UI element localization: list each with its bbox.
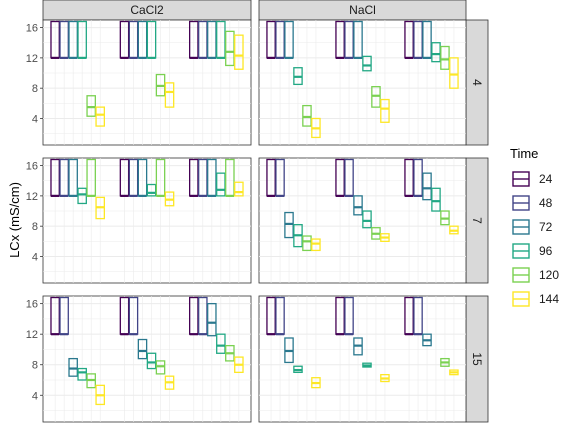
box-CaCl2-4-g3-t144 xyxy=(234,34,244,70)
box-NaCl-4-g3-t120 xyxy=(440,45,450,70)
box-CaCl2-15-g2-t120 xyxy=(155,360,166,375)
y-tick-label: 4 xyxy=(32,390,38,402)
legend-label-72: 72 xyxy=(539,220,553,234)
box-CaCl2-15-g1-t72 xyxy=(68,357,78,377)
facet-strip-label: CaCl2 xyxy=(130,3,164,17)
box-NaCl-7-g3-t96 xyxy=(431,187,441,212)
y-tick-label: 4 xyxy=(32,113,38,125)
box-NaCl-7-g3-t72 xyxy=(422,172,432,201)
facet-strip-label: 4 xyxy=(470,79,484,86)
facet-strip-label: 7 xyxy=(470,217,484,224)
y-tick-label: 16 xyxy=(26,299,38,311)
y-tick-label: 4 xyxy=(32,251,38,263)
y-tick-label: 16 xyxy=(26,161,38,173)
box-CaCl2-15-g2-t72 xyxy=(137,338,148,360)
panel-background xyxy=(258,295,467,423)
y-tick-label: 12 xyxy=(26,191,38,203)
box-NaCl-7-g2-t72 xyxy=(353,195,363,216)
box-CaCl2-7-g3-t96 xyxy=(216,172,226,197)
legend: Time 24 48 72 96 120 144 xyxy=(510,146,559,307)
box-NaCl-7-g1-t72 xyxy=(284,211,294,239)
box-NaCl-4-g3-t96 xyxy=(431,42,441,63)
box-NaCl-4-g1-t120 xyxy=(302,104,312,127)
y-tick-label: 8 xyxy=(32,83,38,95)
y-tick-label: 8 xyxy=(32,360,38,372)
y-tick-label: 16 xyxy=(26,23,38,35)
y-tick-label: 12 xyxy=(26,329,38,341)
box-NaCl-7-g1-t120 xyxy=(302,235,312,252)
box-NaCl-4-g3-t144 xyxy=(449,57,459,89)
box-NaCl-4-g2-t96 xyxy=(362,55,372,72)
facet-strip-label: NaCl xyxy=(349,3,376,17)
box-CaCl2-15-g3-t96 xyxy=(216,333,226,354)
box-CaCl2-7-g2-t96 xyxy=(146,183,157,197)
legend-label-96: 96 xyxy=(539,244,553,258)
box-CaCl2-4-g1-t144 xyxy=(95,106,105,127)
box-NaCl-4-g2-t144 xyxy=(380,98,390,123)
box-CaCl2-15-g3-t72 xyxy=(207,302,217,337)
y-tick-label: 8 xyxy=(32,221,38,233)
box-CaCl2-4-g1-t120 xyxy=(86,95,96,117)
box-NaCl-7-g2-t96 xyxy=(362,210,372,229)
box-CaCl2-4-g2-t144 xyxy=(164,82,175,108)
box-CaCl2-15-g1-t96 xyxy=(77,367,87,381)
legend-label-120: 120 xyxy=(539,268,559,282)
legend-label-48: 48 xyxy=(539,196,553,210)
y-tick-label: 12 xyxy=(26,53,38,65)
box-NaCl-4-g2-t120 xyxy=(371,86,381,108)
box-CaCl2-15-g2-t96 xyxy=(146,352,157,370)
box-CaCl2-7-g3-t144 xyxy=(234,181,244,197)
box-CaCl2-4-g3-t120 xyxy=(225,30,235,67)
facet-strip-label: 15 xyxy=(470,352,484,366)
legend-label-24: 24 xyxy=(539,172,553,186)
box-NaCl-7-g1-t144 xyxy=(311,238,321,252)
y-axis-label: LCx (mS/cm) xyxy=(7,182,22,258)
legend-label-144: 144 xyxy=(539,292,559,306)
legend-title: Time xyxy=(510,146,538,161)
panels-layer: CaCl2 NaCl 4 7 15 4 8 12 16 4 8 12 16 4 8 12 16 xyxy=(26,0,489,423)
box-CaCl2-7-g1-t96 xyxy=(77,187,87,205)
